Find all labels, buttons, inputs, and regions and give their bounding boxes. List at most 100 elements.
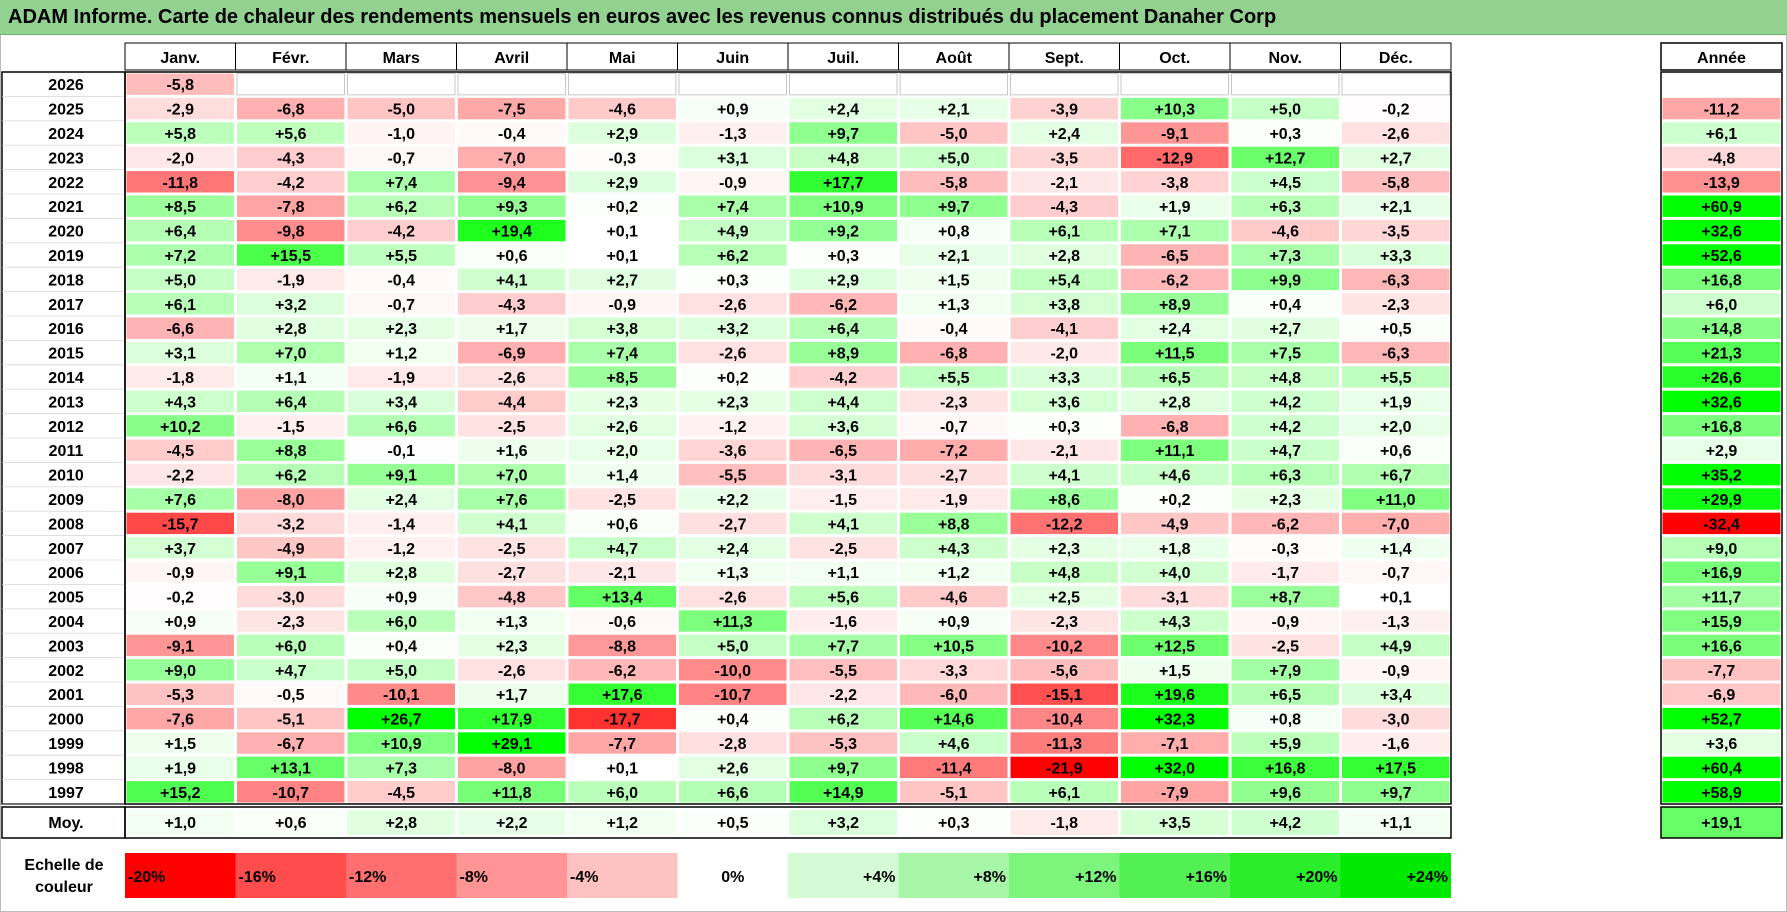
- heatmap-cell: [1121, 781, 1229, 803]
- heatmap-cell: [347, 781, 455, 803]
- cell-value: -6,8: [940, 346, 968, 363]
- cell-value: +6,3: [1269, 199, 1301, 216]
- heatmap-cell: [679, 341, 787, 364]
- heatmap-cell: [458, 488, 566, 510]
- cell-value: +2,4: [827, 102, 859, 119]
- heatmap-cell: [679, 537, 787, 559]
- cell-value: +2,0: [1380, 419, 1412, 436]
- annual-cell: [1662, 268, 1781, 291]
- cell-value: +3,4: [1380, 687, 1412, 704]
- heatmap-cell: [1342, 610, 1450, 632]
- cell-value: -2,1: [608, 565, 636, 582]
- heatmap-cell: [1121, 585, 1229, 608]
- heatmap-cell: [126, 781, 234, 803]
- cell-value: +2,8: [385, 565, 417, 582]
- average-label-cell: [1, 806, 126, 839]
- cell-value: +0,3: [827, 248, 859, 265]
- heatmap-cell: [1010, 195, 1118, 217]
- heatmap-cell: [1342, 781, 1450, 803]
- scale-value: -4%: [570, 869, 598, 886]
- average-cell: [1121, 810, 1229, 835]
- heatmap-cell: [458, 537, 566, 559]
- cell-value: +6,4: [164, 224, 196, 241]
- heatmap-cell: [1121, 537, 1229, 559]
- cell-value: +15,5: [271, 248, 312, 265]
- heatmap-cell: [1010, 463, 1118, 486]
- heatmap-cell: [1121, 707, 1229, 730]
- heatmap-cell: [789, 561, 897, 583]
- heatmap-cell: [900, 439, 1008, 461]
- heatmap-cell: [458, 195, 566, 217]
- cell-value: +19,4: [492, 224, 533, 241]
- heatmap-cell: [1121, 268, 1229, 291]
- average-value: +1,2: [606, 815, 638, 832]
- cell-value: +6,0: [385, 614, 417, 631]
- average-annual-cell: [1660, 806, 1783, 839]
- year-label: 2009: [48, 492, 84, 509]
- scale-value: +16%: [1186, 869, 1227, 886]
- cell-value: +1,3: [496, 614, 528, 631]
- cell-value: -7,7: [608, 736, 636, 753]
- cell-value: -2,6: [719, 297, 747, 314]
- heatmap-cell: [679, 463, 787, 486]
- heatmap-cell: [126, 561, 234, 583]
- heatmap-cell: [458, 561, 566, 583]
- cell-value: +0,3: [1269, 126, 1301, 143]
- cell-value: +6,1: [1048, 224, 1080, 241]
- heatmap-cell: [126, 439, 234, 461]
- heatmap-cell: [1010, 122, 1118, 144]
- heatmap-cell: [789, 366, 897, 388]
- cell-value: -6,7: [277, 736, 305, 753]
- year-label: 2022: [48, 175, 84, 192]
- cell-value: +0,9: [717, 102, 749, 119]
- cell-value: +1,3: [717, 565, 749, 582]
- cell-value: -10,4: [1046, 712, 1083, 729]
- cell-value: +3,2: [717, 321, 749, 338]
- year-label: 2024: [48, 126, 84, 143]
- cell-value: +0,1: [1380, 590, 1412, 607]
- heatmap-cell: [679, 488, 787, 510]
- heatmap-cell: [347, 317, 455, 339]
- cell-value: +4,8: [1048, 565, 1080, 582]
- annual-value: -7,7: [1708, 663, 1736, 680]
- heatmap-cell: [1342, 317, 1450, 339]
- month-header-label: Avril: [494, 50, 529, 67]
- cell-value: +12,5: [1155, 638, 1196, 655]
- heatmap-cell: [568, 707, 676, 730]
- heatmap-cell: [679, 781, 787, 803]
- heatmap-cell: [789, 317, 897, 339]
- annual-header-label: Année: [1697, 50, 1746, 67]
- heatmap-cell: [1231, 146, 1339, 169]
- heatmap-cell: [1341, 73, 1450, 96]
- heatmap-cell: [568, 463, 676, 486]
- heatmap-cell: [1121, 463, 1229, 486]
- heatmap-cell: [126, 415, 234, 437]
- heatmap-cell: [789, 146, 897, 169]
- heatmap-cell: [126, 122, 234, 144]
- heatmap-cell: [568, 683, 676, 705]
- annual-cell: [1662, 683, 1781, 705]
- cell-value: -6,2: [829, 297, 857, 314]
- cell-value: +6,0: [275, 638, 307, 655]
- annual-value: -32,4: [1703, 516, 1740, 533]
- annual-cell: [1662, 781, 1781, 803]
- heatmap-cell: [237, 561, 345, 583]
- year-label: 2007: [48, 541, 84, 558]
- heatmap-cell: [1342, 512, 1450, 535]
- heatmap-cell: [789, 756, 897, 779]
- cell-value: +3,8: [1048, 297, 1080, 314]
- cell-value: -3,8: [1161, 175, 1189, 192]
- scale-swatch: [1119, 853, 1230, 898]
- scale-value: +4%: [863, 869, 895, 886]
- annual-cell: [1662, 659, 1781, 681]
- cell-value: +1,9: [1380, 394, 1412, 411]
- cell-value: +11,3: [713, 614, 753, 631]
- cell-value: +1,7: [496, 321, 528, 338]
- year-label: 2014: [48, 370, 84, 387]
- month-header-cell: [566, 42, 678, 71]
- heatmap-cell: [900, 317, 1008, 339]
- cell-value: +7,4: [717, 199, 749, 216]
- annual-cell: [1662, 122, 1781, 144]
- cell-value: +7,2: [164, 248, 196, 265]
- annual-value: +32,6: [1701, 394, 1742, 411]
